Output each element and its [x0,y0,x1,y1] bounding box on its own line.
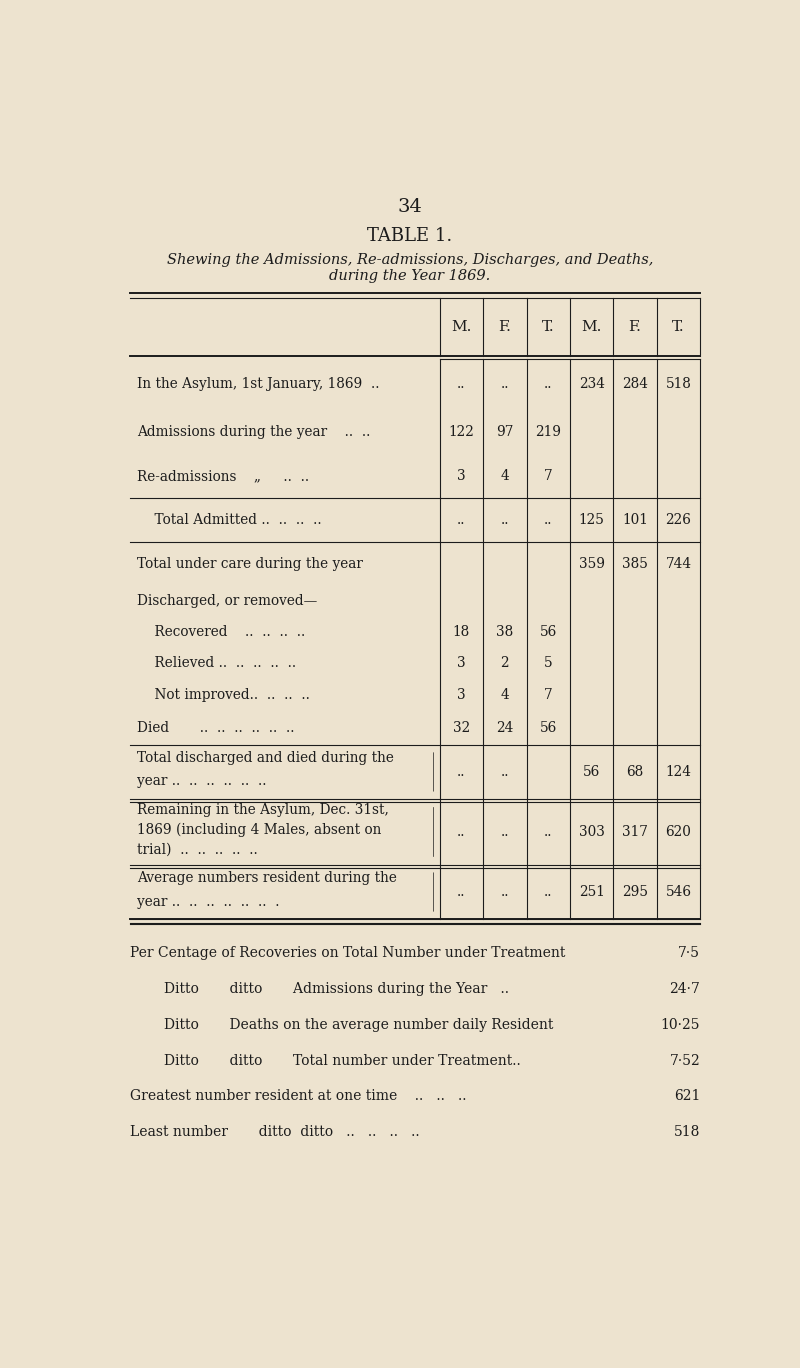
Text: year ..  ..  ..  ..  ..  ..  .: year .. .. .. .. .. .. . [138,895,280,908]
Text: Average numbers resident during the: Average numbers resident during the [138,871,397,885]
Text: Ditto       Deaths on the average number daily Resident: Ditto Deaths on the average number daily… [164,1018,554,1031]
Text: ..: .. [544,513,553,527]
Text: 97: 97 [496,424,514,439]
Text: 7: 7 [544,469,553,483]
Text: 518: 518 [674,1126,700,1140]
Text: 56: 56 [583,765,600,778]
Text: ..: .. [501,513,509,527]
Text: Re-admissions    „   ..  ..: Re-admissions „ .. .. [138,469,310,483]
Text: Remaining in the Asylum, Dec. 31st,: Remaining in the Asylum, Dec. 31st, [138,803,389,817]
Text: 3: 3 [457,469,466,483]
Text: 385: 385 [622,557,648,572]
Text: Ditto       ditto       Total number under Treatment..: Ditto ditto Total number under Treatment… [164,1053,521,1067]
Text: ..: .. [458,378,466,391]
Text: during the Year 1869.: during the Year 1869. [330,269,490,283]
Text: T.: T. [672,320,685,334]
Text: F.: F. [498,320,511,334]
Text: Recovered    ..  ..  ..  ..: Recovered .. .. .. .. [138,625,306,639]
Text: Total Admitted ..  ..  ..  ..: Total Admitted .. .. .. .. [138,513,322,527]
Text: In the Asylum, 1st January, 1869  ..: In the Asylum, 1st January, 1869 .. [138,378,380,391]
Text: 124: 124 [666,765,691,778]
Text: 7·5: 7·5 [678,947,700,960]
Text: Least number       ditto  ditto   ..   ..   ..   ..: Least number ditto ditto .. .. .. .. [130,1126,419,1140]
Text: 10·25: 10·25 [661,1018,700,1031]
Text: 7: 7 [544,688,553,702]
Text: 56: 56 [540,721,557,735]
Text: 5: 5 [544,657,553,670]
Text: 295: 295 [622,885,648,899]
Text: M.: M. [451,320,472,334]
Text: 18: 18 [453,625,470,639]
Text: M.: M. [582,320,602,334]
Text: 68: 68 [626,765,644,778]
Text: Greatest number resident at one time    ..   ..   ..: Greatest number resident at one time .. … [130,1089,466,1104]
Text: year ..  ..  ..  ..  ..  ..: year .. .. .. .. .. .. [138,774,266,788]
Text: 32: 32 [453,721,470,735]
Text: Shewing the Admissions, Re-admissions, Discharges, and Deaths,: Shewing the Admissions, Re-admissions, D… [167,253,653,267]
Text: 56: 56 [540,625,557,639]
Text: ..: .. [458,825,466,839]
Text: ..: .. [501,378,509,391]
Text: 359: 359 [578,557,605,572]
Text: 122: 122 [449,424,474,439]
Text: 3: 3 [457,657,466,670]
Text: 3: 3 [457,688,466,702]
Text: TABLE 1.: TABLE 1. [367,227,453,245]
Text: 7·52: 7·52 [670,1053,700,1067]
Text: ..: .. [458,885,466,899]
Text: 125: 125 [578,513,605,527]
Text: ..: .. [544,885,553,899]
Text: 518: 518 [666,378,691,391]
Text: Ditto       ditto       Admissions during the Year   ..: Ditto ditto Admissions during the Year .… [164,982,509,996]
Text: T.: T. [542,320,554,334]
Text: trial)  ..  ..  ..  ..  ..: trial) .. .. .. .. .. [138,843,258,856]
Text: 4: 4 [501,469,510,483]
Text: 620: 620 [666,825,691,839]
Text: 34: 34 [398,198,422,216]
Text: F.: F. [629,320,642,334]
Text: Total under care during the year: Total under care during the year [138,557,363,572]
Text: ..: .. [501,825,509,839]
Text: 1869 (including 4 Males, absent on: 1869 (including 4 Males, absent on [138,822,382,837]
Text: 4: 4 [501,688,510,702]
Text: ..: .. [544,825,553,839]
Text: 219: 219 [535,424,562,439]
Text: 226: 226 [666,513,691,527]
Text: Relieved ..  ..  ..  ..  ..: Relieved .. .. .. .. .. [138,657,296,670]
Text: 101: 101 [622,513,648,527]
Text: 744: 744 [666,557,691,572]
Text: 2: 2 [501,657,509,670]
Text: ..: .. [458,765,466,778]
Text: 284: 284 [622,378,648,391]
Text: 621: 621 [674,1089,700,1104]
Text: Died       ..  ..  ..  ..  ..  ..: Died .. .. .. .. .. .. [138,721,294,735]
Text: Not improved..  ..  ..  ..: Not improved.. .. .. .. [138,688,310,702]
Text: 251: 251 [578,885,605,899]
Text: 234: 234 [578,378,605,391]
Text: ..: .. [501,885,509,899]
Text: 546: 546 [666,885,691,899]
Text: Admissions during the year    ..  ..: Admissions during the year .. .. [138,424,370,439]
Text: Per Centage of Recoveries on Total Number under Treatment: Per Centage of Recoveries on Total Numbe… [130,947,565,960]
Text: 24: 24 [496,721,514,735]
Text: Total discharged and died during the: Total discharged and died during the [138,751,394,765]
Text: ..: .. [544,378,553,391]
Text: 38: 38 [496,625,514,639]
Text: 317: 317 [622,825,648,839]
Text: ..: .. [501,765,509,778]
Text: ..: .. [458,513,466,527]
Text: 303: 303 [578,825,605,839]
Text: Discharged, or removed—: Discharged, or removed— [138,594,318,609]
Text: 24·7: 24·7 [670,982,700,996]
